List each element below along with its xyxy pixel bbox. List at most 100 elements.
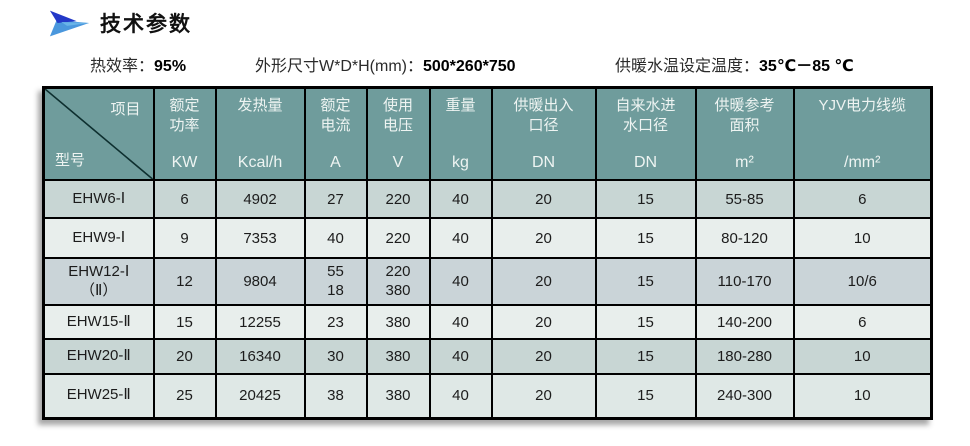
value-cell: 6	[792, 179, 933, 219]
value-cell: 15	[152, 304, 217, 340]
col-unit: m²	[735, 154, 754, 171]
value-cell: 20	[490, 304, 597, 340]
value-cell: 20	[490, 338, 597, 375]
spec-value: 95%	[154, 58, 187, 75]
value-cell: 10	[792, 338, 933, 375]
value-cell: 6	[792, 304, 933, 340]
model-cell: EHW12-Ⅰ （Ⅱ）	[42, 257, 155, 306]
col-header-heat-output: 发热量 Kcal/h	[214, 86, 306, 181]
value-cell: 380	[365, 304, 431, 340]
corner-label-item: 项目	[110, 101, 141, 118]
model-cell: EHW6-Ⅰ	[42, 179, 155, 219]
value-cell: 40	[428, 217, 493, 259]
table-row: EHW15-Ⅱ 15 12255 23 380 40 20 15 140-200…	[42, 304, 933, 340]
value-cell: 40	[303, 217, 368, 259]
col-label: 自来水进 水口径	[615, 97, 676, 134]
value-cell: 25	[152, 373, 217, 419]
value-cell: 80-120	[694, 217, 795, 259]
col-unit: Kcal/h	[237, 154, 283, 171]
value-cell: 380	[365, 338, 431, 375]
value-cell: 220 380	[365, 257, 431, 306]
spec-water-temp: 供暖水温设定温度：35℃－85 ℃	[615, 52, 854, 76]
value-cell: 27	[303, 179, 368, 219]
col-header-power-cable: YJV电力线缆/mm²	[792, 86, 933, 181]
value-cell: 20	[490, 257, 597, 306]
model-cell: EHW20-Ⅱ	[42, 338, 155, 375]
col-header-ref-area: 供暖参考 面积 m²	[694, 86, 795, 181]
page-title: 技术参数	[100, 13, 192, 36]
value-cell: 40	[428, 257, 493, 306]
value-cell: 240-300	[694, 373, 795, 419]
model-cell: EHW15-Ⅱ	[42, 304, 155, 340]
value-cell: 15	[594, 179, 697, 219]
value-cell: 20	[490, 373, 597, 419]
spec-thermal-efficiency: 热效率：95%	[90, 52, 186, 76]
value-cell: 15	[594, 373, 697, 419]
value-cell: 220	[365, 217, 431, 259]
table-row: EHW9-Ⅰ 9 7353 40 220 40 20 15 80-120 10	[42, 217, 933, 259]
col-label: 额定 功率	[169, 97, 200, 134]
col-unit: DN	[633, 154, 658, 171]
value-cell: 6	[152, 179, 217, 219]
spec-value: 35℃－85 ℃	[759, 58, 854, 75]
value-cell: 15	[594, 304, 697, 340]
spec-label: 外形尺寸W*D*H(mm)：	[255, 58, 423, 75]
col-unit: A	[330, 154, 341, 171]
value-cell: 16340	[214, 338, 306, 375]
value-cell: 20	[490, 179, 597, 219]
value-cell: 4902	[214, 179, 306, 219]
value-cell: 15	[594, 217, 697, 259]
table-row: EHW20-Ⅱ 20 16340 30 380 40 20 15 180-280…	[42, 338, 933, 375]
col-label: 使用 电压	[382, 97, 413, 134]
value-cell: 20425	[214, 373, 306, 419]
tech-params-table: 项目 型号 额定 功率 KW 发热量 Kcal/h 额定 电流 A 使用 电压 V 重量…	[42, 86, 933, 420]
col-unit: /mm²	[844, 154, 881, 171]
col-header-rated-power: 额定 功率 KW	[152, 86, 217, 181]
corner-header-cell: 项目 型号	[42, 86, 155, 181]
table-row: EHW6-Ⅰ 6 4902 27 220 40 20 15 55-85 6	[42, 179, 933, 219]
value-cell: 15	[594, 257, 697, 306]
col-header-voltage: 使用 电压 V	[365, 86, 431, 181]
col-header-rated-current: 额定 电流 A	[303, 86, 368, 181]
col-label: 额定 电流	[320, 97, 351, 134]
value-cell: 40	[428, 179, 493, 219]
value-cell: 140-200	[694, 304, 795, 340]
arrow-icon	[49, 10, 90, 37]
value-cell: 23	[303, 304, 368, 340]
col-unit: kg	[452, 154, 469, 171]
table-row: EHW25-Ⅱ 25 20425 38 380 40 20 15 240-300…	[42, 373, 933, 419]
value-cell: 40	[428, 338, 493, 375]
spec-label: 热效率：	[90, 58, 155, 75]
value-cell: 55-85	[694, 179, 795, 219]
spec-label: 供暖水温设定温度：	[615, 58, 760, 75]
col-header-weight: 重量 kg	[428, 86, 493, 181]
value-cell: 9804	[214, 257, 306, 306]
value-cell: 15	[594, 338, 697, 375]
value-cell: 20	[152, 338, 217, 375]
value-cell: 12255	[214, 304, 306, 340]
value-cell: 12	[152, 257, 217, 306]
section-header: 技术参数	[48, 8, 192, 38]
col-unit: KW	[171, 154, 198, 171]
col-unit: DN	[531, 154, 556, 171]
value-cell: 20	[490, 217, 597, 259]
value-cell: 220	[365, 179, 431, 219]
value-cell: 10	[792, 373, 933, 419]
table-row: EHW12-Ⅰ （Ⅱ） 12 9804 55 18 220 380 40 20 …	[42, 257, 933, 306]
col-label: 供暖出入 口径	[513, 97, 574, 134]
col-header-heating-port: 供暖出入 口径 DN	[490, 86, 597, 181]
corner-label-model: 型号	[55, 152, 86, 169]
value-cell: 38	[303, 373, 368, 419]
diagonal-divider	[45, 89, 153, 179]
col-unit: V	[392, 154, 404, 171]
col-label: YJV电力线缆	[818, 97, 906, 114]
value-cell: 10/6	[792, 257, 933, 306]
col-label: 发热量	[237, 97, 283, 114]
model-cell: EHW25-Ⅱ	[42, 373, 155, 419]
model-cell: EHW9-Ⅰ	[42, 217, 155, 259]
value-cell: 55 18	[303, 257, 368, 306]
value-cell: 40	[428, 373, 493, 419]
col-label: 重量	[445, 97, 476, 114]
value-cell: 40	[428, 304, 493, 340]
